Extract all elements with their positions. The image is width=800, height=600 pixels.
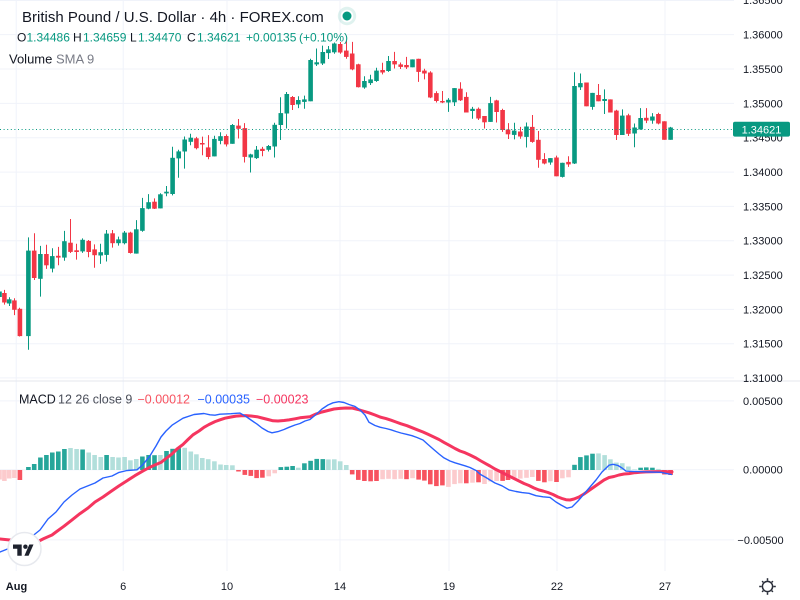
svg-text:22: 22 — [551, 581, 563, 593]
svg-text:14: 14 — [334, 581, 346, 593]
svg-text:1.31000: 1.31000 — [743, 373, 783, 385]
svg-text:1.35000: 1.35000 — [743, 98, 783, 110]
svg-text:1.33000: 1.33000 — [743, 236, 783, 248]
svg-text:Aug: Aug — [6, 581, 27, 593]
svg-text:1.34621: 1.34621 — [742, 124, 782, 136]
svg-text:−0.00500: −0.00500 — [737, 535, 783, 547]
svg-text:Volume SMA 9: Volume SMA 9 — [9, 52, 94, 67]
svg-text:1.32000: 1.32000 — [743, 304, 783, 316]
svg-text:19: 19 — [443, 581, 455, 593]
svg-text:1.32500: 1.32500 — [743, 270, 783, 282]
svg-text:10: 10 — [221, 581, 233, 593]
svg-text:0.00000: 0.00000 — [743, 465, 783, 477]
svg-text:1.36000: 1.36000 — [743, 30, 783, 42]
svg-text:British Pound / U.S. Dollar ·: British Pound / U.S. Dollar · 4h · FOREX… — [22, 9, 324, 26]
svg-text:0.00500: 0.00500 — [743, 396, 783, 408]
svg-text:1.34000: 1.34000 — [743, 167, 783, 179]
svg-text:27: 27 — [659, 581, 671, 593]
svg-text:1.31500: 1.31500 — [743, 339, 783, 351]
svg-text:6: 6 — [120, 581, 126, 593]
svg-text:1.33500: 1.33500 — [743, 201, 783, 213]
svg-text:1.36500: 1.36500 — [743, 0, 783, 7]
svg-text:1.35500: 1.35500 — [743, 64, 783, 76]
